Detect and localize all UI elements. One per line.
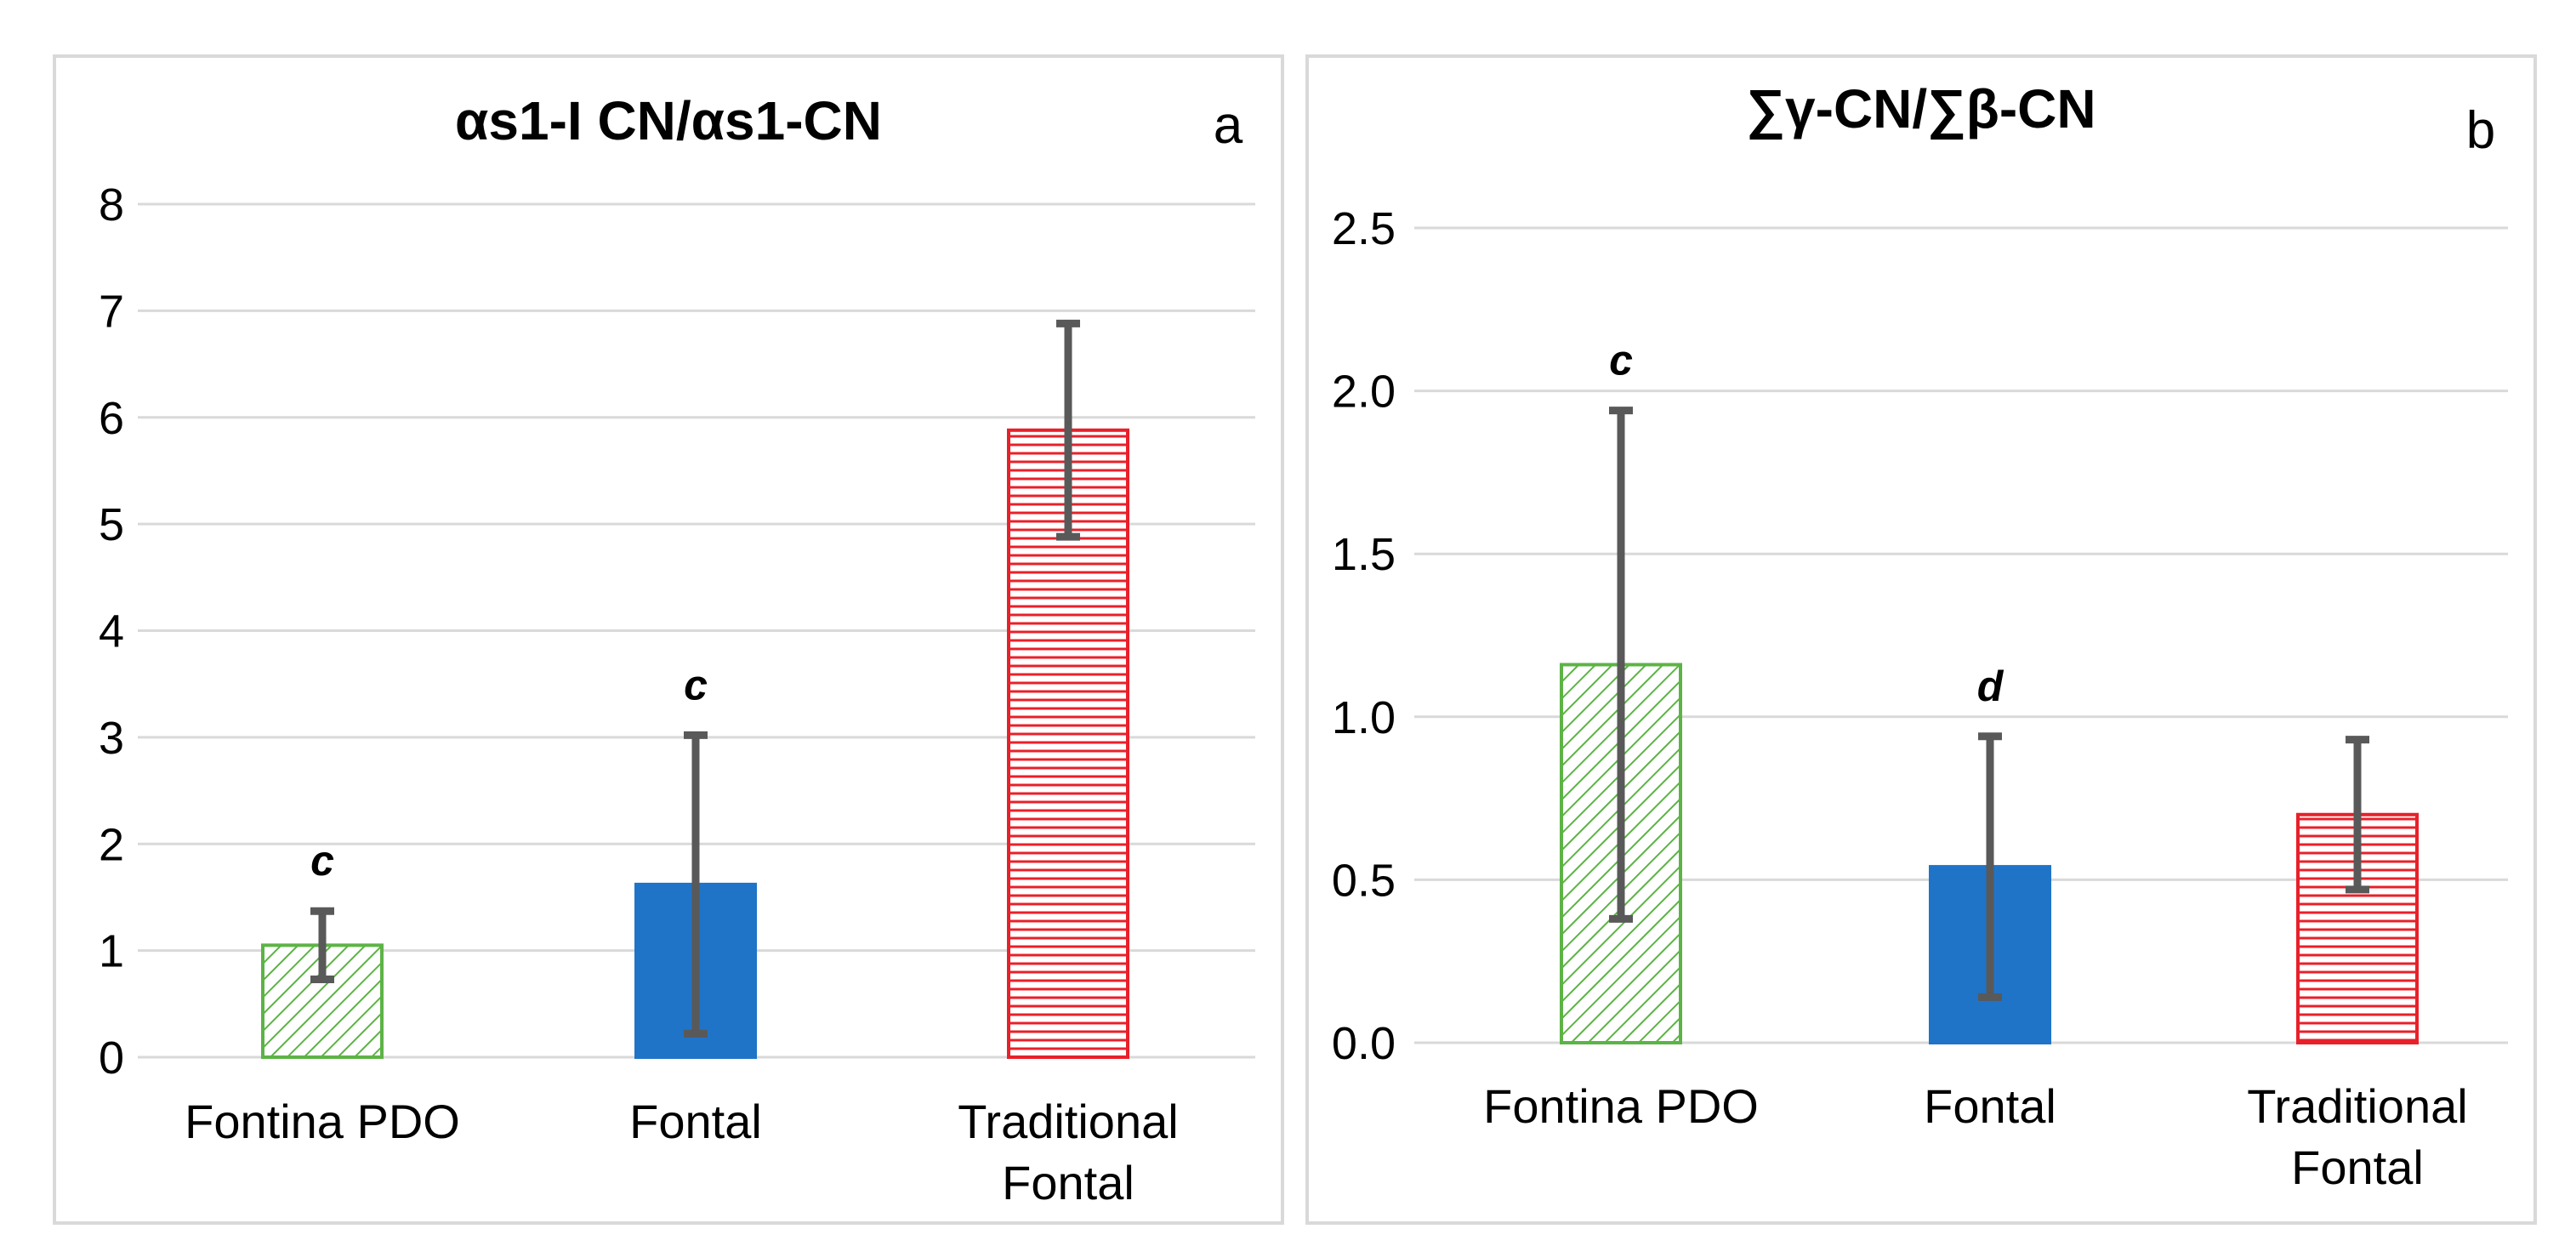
y-tick-label: 4 xyxy=(99,606,124,657)
x-category-label: Fontina PDO xyxy=(1483,1079,1759,1133)
y-tick-label: 3 xyxy=(99,713,124,764)
chart-title: αs1-I CN/αs1-CN xyxy=(455,90,882,151)
y-tick-label: 1 xyxy=(99,926,124,977)
x-category-label: Fontal xyxy=(1924,1079,2056,1133)
error-bar xyxy=(2346,736,2369,894)
chart-panel-a: αs1-I CN/αs1-CN a 0 1 2 3 4 5 6 7 8 c Fontina PDO c Fo… xyxy=(53,54,1284,1225)
x-category-label: Traditional Fontal xyxy=(2247,1079,2467,1194)
x-category-label: Fontina PDO xyxy=(185,1095,460,1148)
significance-letter: c xyxy=(1609,337,1633,384)
x-category-label-line: Fontina PDO xyxy=(185,1095,460,1148)
x-category-label-line: Fontal xyxy=(629,1095,762,1148)
x-category-label-line: Fontal xyxy=(1002,1156,1134,1209)
y-tick-label: 0.5 xyxy=(1332,855,1396,906)
x-category-label-line: Fontal xyxy=(2291,1141,2424,1194)
error-bar xyxy=(1609,407,1633,923)
x-category-label: Traditional Fontal xyxy=(958,1095,1178,1209)
x-category-label-line: Fontal xyxy=(1924,1079,2056,1133)
y-tick-label: 1.5 xyxy=(1332,529,1396,580)
y-tick-label: 1.0 xyxy=(1332,692,1396,743)
y-tick-label: 7 xyxy=(99,286,124,337)
y-tick-label: 8 xyxy=(99,179,124,230)
panel-letter: a xyxy=(1214,96,1243,155)
chart-a-svg: αs1-I CN/αs1-CN a 0 1 2 3 4 5 6 7 8 c Fontina PDO c Fo… xyxy=(99,90,1255,1209)
error-bar xyxy=(1978,732,2002,1001)
significance-letter: c xyxy=(310,837,334,885)
x-category-label-line: Traditional xyxy=(958,1095,1178,1148)
error-bar xyxy=(310,907,334,983)
y-tick-label: 6 xyxy=(99,393,124,444)
x-category-label: Fontal xyxy=(629,1095,762,1148)
chart-b-svg: ∑γ-CN/∑β-CN b 0.0 0.5 1.0 1.5 2.0 2.5 c Fontina P… xyxy=(1332,78,2508,1194)
significance-letter: c xyxy=(684,661,708,708)
chart-title: ∑γ-CN/∑β-CN xyxy=(1746,78,2095,140)
error-bar xyxy=(684,731,708,1038)
y-tick-label: 5 xyxy=(99,499,124,550)
x-category-label-line: Traditional xyxy=(2247,1079,2467,1133)
y-tick-label: 0 xyxy=(99,1033,124,1084)
significance-letter: d xyxy=(1977,663,2005,710)
y-tick-label: 2.5 xyxy=(1332,203,1396,254)
y-tick-label: 2 xyxy=(99,819,124,870)
error-bar xyxy=(1056,319,1080,541)
chart-panel-b: ∑γ-CN/∑β-CN b 0.0 0.5 1.0 1.5 2.0 2.5 c Fontina P… xyxy=(1305,54,2537,1225)
y-tick-label: 2.0 xyxy=(1332,367,1396,418)
panel-letter: b xyxy=(2466,101,2495,160)
y-tick-label: 0.0 xyxy=(1332,1018,1396,1069)
x-category-label-line: Fontina PDO xyxy=(1483,1079,1759,1133)
